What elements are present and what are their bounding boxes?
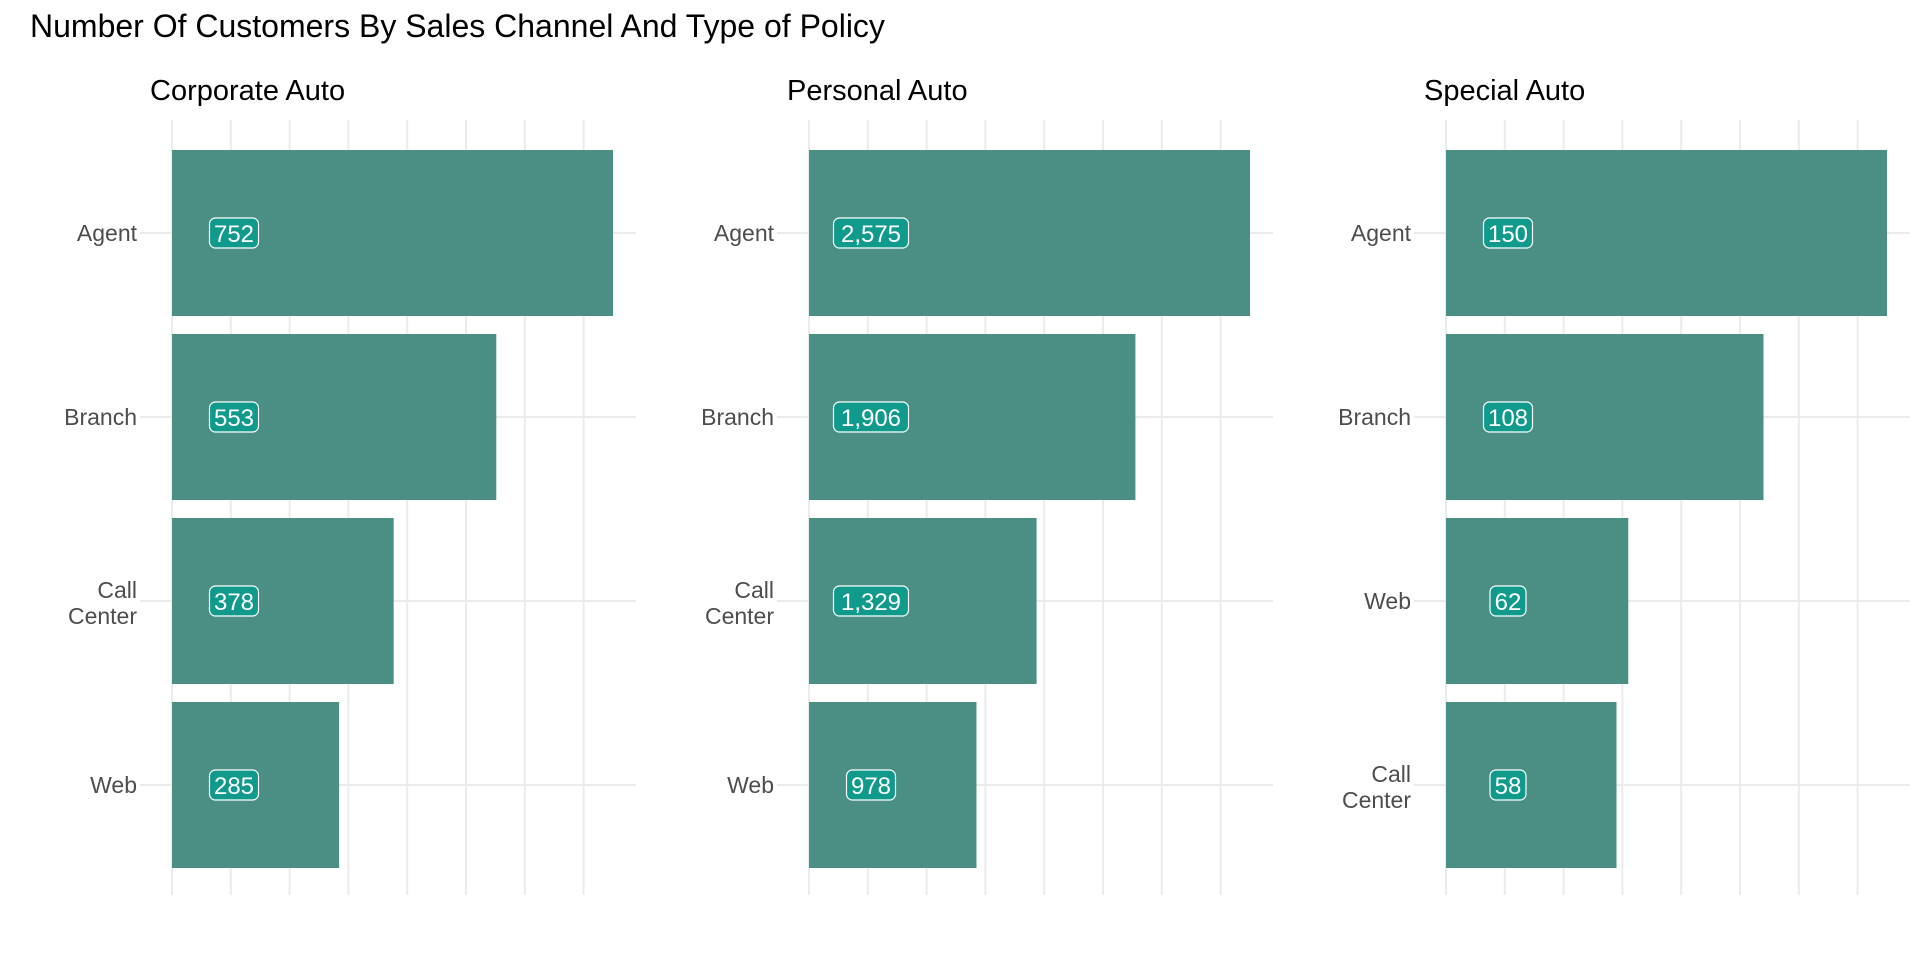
category-label: Branch: [701, 404, 774, 430]
value-label: 752: [214, 221, 254, 248]
category-label: Agent: [1351, 220, 1412, 246]
value-label: 1,906: [841, 405, 901, 432]
value-label: 108: [1488, 405, 1528, 432]
value-label-box: [1489, 769, 1527, 801]
bar: [172, 518, 394, 684]
bar: [1446, 702, 1617, 868]
facet-title: Special Auto: [1424, 75, 1585, 107]
category-label: Agent: [714, 220, 775, 246]
facet-title: Personal Auto: [787, 75, 968, 107]
category-label: Web: [727, 772, 774, 798]
value-label: 285: [214, 773, 254, 800]
category-label: Web: [1364, 588, 1411, 614]
category-label: Call: [1371, 761, 1411, 787]
value-label-box: [208, 769, 260, 801]
value-label-box: [1482, 217, 1534, 249]
category-label: Web: [90, 772, 137, 798]
facet-title: Corporate Auto: [150, 75, 345, 107]
value-label: 378: [214, 589, 254, 616]
value-label: 978: [851, 773, 891, 800]
category-label: Center: [705, 603, 774, 629]
value-label-box: [832, 401, 910, 433]
category-label: Center: [68, 603, 137, 629]
value-label: 62: [1495, 589, 1522, 616]
chart-title: Number Of Customers By Sales Channel And…: [30, 8, 885, 44]
value-label: 553: [214, 405, 254, 432]
value-label-box: [208, 401, 260, 433]
value-label-box: [1482, 401, 1534, 433]
category-label: Call: [97, 577, 137, 603]
category-label: Branch: [1338, 404, 1411, 430]
bar: [1446, 518, 1629, 684]
value-label: 2,575: [841, 221, 901, 248]
value-label: 58: [1495, 773, 1522, 800]
value-label-box: [832, 217, 910, 249]
category-label: Branch: [64, 404, 137, 430]
value-label: 150: [1488, 221, 1528, 248]
value-label-box: [1489, 585, 1527, 617]
category-label: Agent: [77, 220, 138, 246]
value-label-box: [208, 217, 260, 249]
value-label: 1,329: [841, 589, 901, 616]
value-label-box: [832, 585, 910, 617]
value-label-box: [208, 585, 260, 617]
category-label: Center: [1342, 787, 1411, 813]
value-label-box: [845, 769, 897, 801]
category-label: Call: [734, 577, 774, 603]
